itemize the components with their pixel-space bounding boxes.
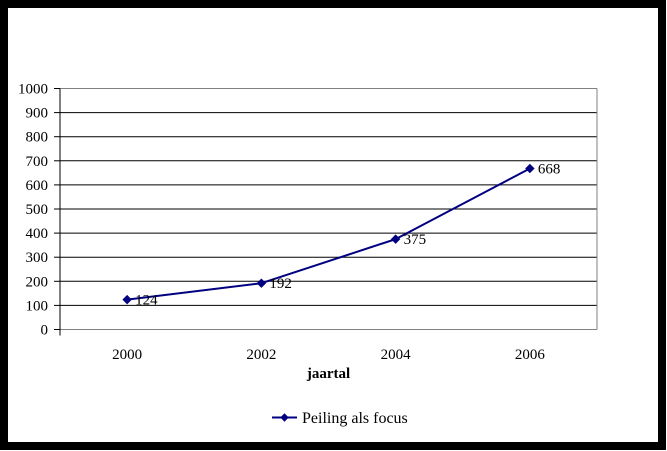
data-point-label: 192 [269, 276, 292, 292]
x-axis-tick-label: 2000 [112, 347, 142, 363]
legend-marker-icon [280, 413, 289, 422]
data-point-marker [525, 163, 535, 174]
y-axis-tick-label: 100 [26, 298, 49, 314]
x-axis-tick-label: 2002 [246, 347, 276, 363]
y-axis-tick-label: 400 [26, 226, 49, 242]
x-axis-tick-label: 2006 [515, 347, 546, 363]
data-point-marker [122, 294, 132, 305]
x-axis-title: jaartal [306, 366, 350, 382]
legend-label: Peiling als focus [302, 410, 408, 427]
data-point-marker [256, 278, 267, 288]
y-axis-tick-label: 700 [26, 154, 49, 170]
y-axis-tick-label: 600 [26, 178, 49, 194]
y-axis-tick-label: 0 [41, 323, 49, 339]
data-point-label: 668 [538, 162, 561, 178]
y-axis-tick-label: 300 [26, 250, 49, 266]
series-line [126, 167, 531, 301]
line-chart: 0 100 200 300 400 500 600 700 800 900 1000 2000 2002… [18, 82, 598, 427]
y-axis-tick-label: 800 [26, 130, 49, 146]
data-point-label: 375 [404, 232, 427, 248]
y-axis-tick-label: 900 [26, 106, 49, 122]
data-point-label: 124 [135, 293, 158, 309]
y-axis-tick-label: 500 [26, 202, 49, 218]
y-axis-tick-label: 1000 [18, 82, 48, 98]
y-axis-tick-label: 200 [26, 274, 49, 290]
x-axis-tick-label: 2004 [381, 347, 412, 363]
data-point-marker [390, 234, 401, 244]
